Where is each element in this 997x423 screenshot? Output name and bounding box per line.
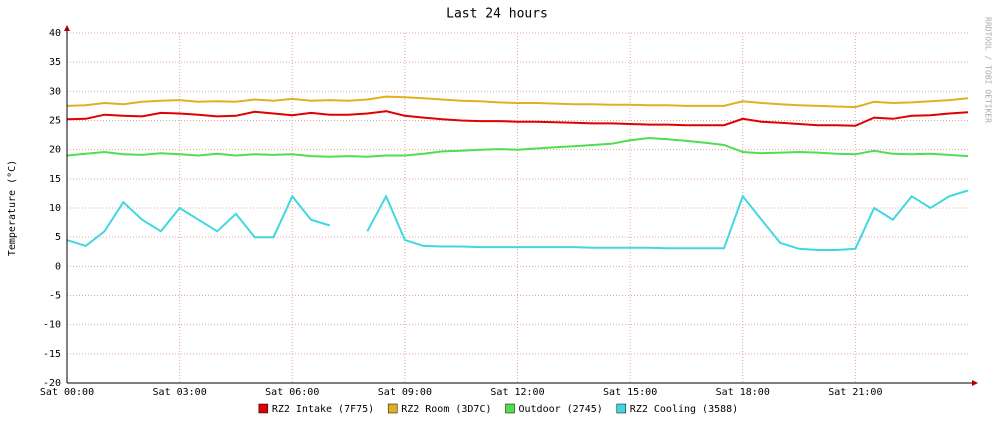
legend: RZ2 Intake (7F75) RZ2 Room (3D7C) Outdoor … — [258, 403, 738, 415]
series-line — [66, 136, 969, 158]
lines — [66, 95, 969, 251]
y-arrow — [64, 25, 70, 31]
y-tick-label: 25 — [49, 116, 61, 127]
x-tick-label: Sat 21:00 — [828, 387, 882, 398]
x-tick-label: Sat 12:00 — [490, 387, 544, 398]
y-tick-label: 0 — [55, 261, 61, 272]
x-tick-label: Sat 09:00 — [378, 387, 432, 398]
y-tick-label: -20 — [43, 378, 61, 389]
legend-label: RZ2 Room (3D7C) — [401, 404, 491, 415]
y-tick-label: 40 — [49, 28, 61, 39]
y-tick-label: 30 — [49, 86, 61, 97]
y-tick-label: -15 — [43, 349, 61, 360]
legend-swatch — [616, 403, 627, 414]
y-tick-label: -5 — [49, 291, 61, 302]
legend-swatch — [258, 403, 269, 414]
legend-swatch — [387, 403, 398, 414]
x-tick-label: Sat 15:00 — [603, 387, 657, 398]
y-tick-label: 10 — [49, 203, 61, 214]
series-line — [66, 194, 331, 248]
y-tick-label: -10 — [43, 320, 61, 331]
legend-swatch — [505, 403, 515, 414]
x-arrow — [972, 380, 978, 386]
x-tick-label: Sat 03:00 — [153, 387, 207, 398]
series-line — [66, 110, 969, 127]
legend-label: RZ2 Cooling (3588) — [630, 404, 738, 415]
y-tick-label: 5 — [55, 232, 61, 243]
x-tick-label: Sat 06:00 — [265, 387, 319, 398]
chart-title: Last 24 hours — [446, 7, 548, 22]
x-tick-label: Sat 00:00 — [40, 387, 94, 398]
y-axis-label: Temperature (°C) — [7, 160, 18, 256]
series-line — [366, 189, 969, 251]
legend-label: Outdoor (2745) — [519, 404, 603, 415]
y-tick-label: 20 — [49, 145, 61, 156]
series-line — [66, 95, 969, 109]
x-tick-label: Sat 18:00 — [716, 387, 770, 398]
legend-label: RZ2 Intake (7F75) — [272, 404, 374, 415]
y-tick-label: 15 — [49, 174, 61, 185]
watermark: RRDTOOL / TOBI OETIKER — [984, 17, 993, 123]
y-tick-label: 35 — [49, 57, 61, 68]
